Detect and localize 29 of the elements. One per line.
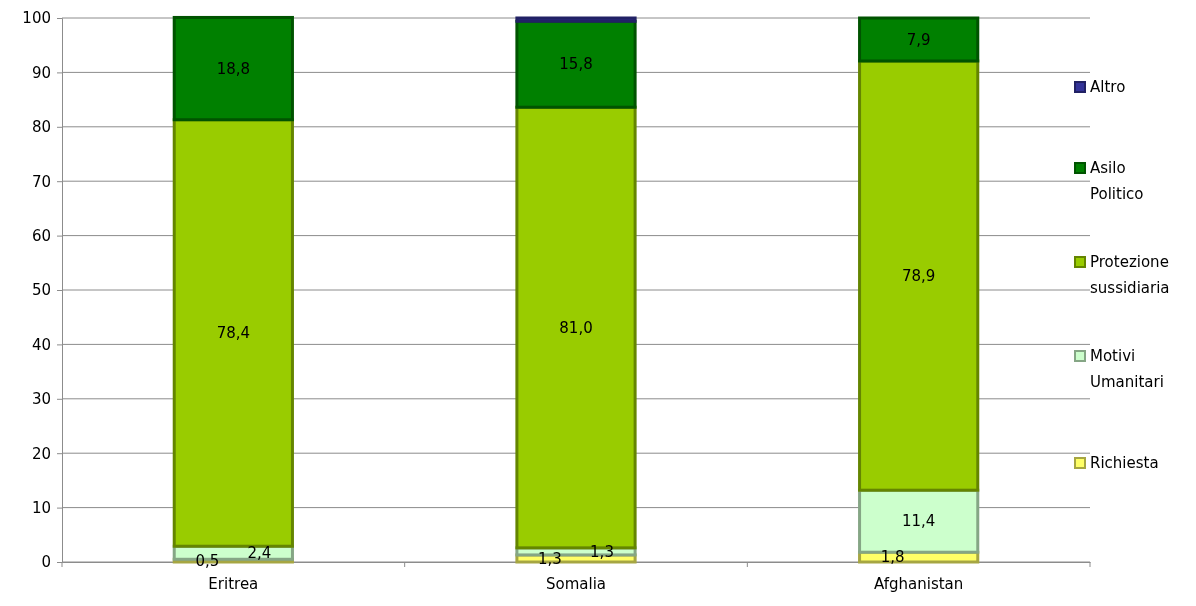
- data-label: 78,4: [216, 324, 251, 343]
- y-tick-label: 70: [31, 172, 51, 191]
- y-tick-label: 0: [41, 553, 51, 572]
- y-tick-label: 50: [31, 281, 51, 300]
- y-tick-label: 100: [22, 9, 51, 28]
- y-tick-label: 10: [31, 498, 51, 517]
- data-label: 1,3: [538, 549, 562, 568]
- y-tick-label: 60: [31, 226, 51, 245]
- legend-label: Protezione sussidiaria: [1090, 253, 1170, 298]
- x-tick-label: Afghanistan: [874, 575, 964, 593]
- y-tick-label: 90: [31, 63, 51, 82]
- y-tick-label: 80: [31, 118, 51, 137]
- data-label: 81,0: [559, 318, 593, 337]
- data-label: 1,8: [880, 548, 905, 567]
- x-tick-label: Somalia: [545, 575, 607, 593]
- x-tick-label: Eritrea: [208, 575, 259, 593]
- data-label: 2,4: [247, 544, 272, 562]
- data-label: 7,9: [906, 30, 931, 49]
- legend-label: Altro: [1090, 78, 1126, 97]
- legend-label: Motivi Umanitari: [1090, 347, 1164, 392]
- y-tick-label: 40: [31, 335, 51, 354]
- legend-label: Asilo Politico: [1090, 159, 1144, 204]
- data-label: 11,4: [901, 512, 936, 531]
- data-label: 18,8: [216, 59, 251, 78]
- legend-label: Richiesta: [1090, 454, 1159, 473]
- data-label: 78,9: [901, 266, 936, 285]
- y-tick-label: 30: [31, 390, 51, 409]
- y-tick-label: 20: [31, 444, 51, 463]
- data-label: 15,8: [559, 55, 593, 74]
